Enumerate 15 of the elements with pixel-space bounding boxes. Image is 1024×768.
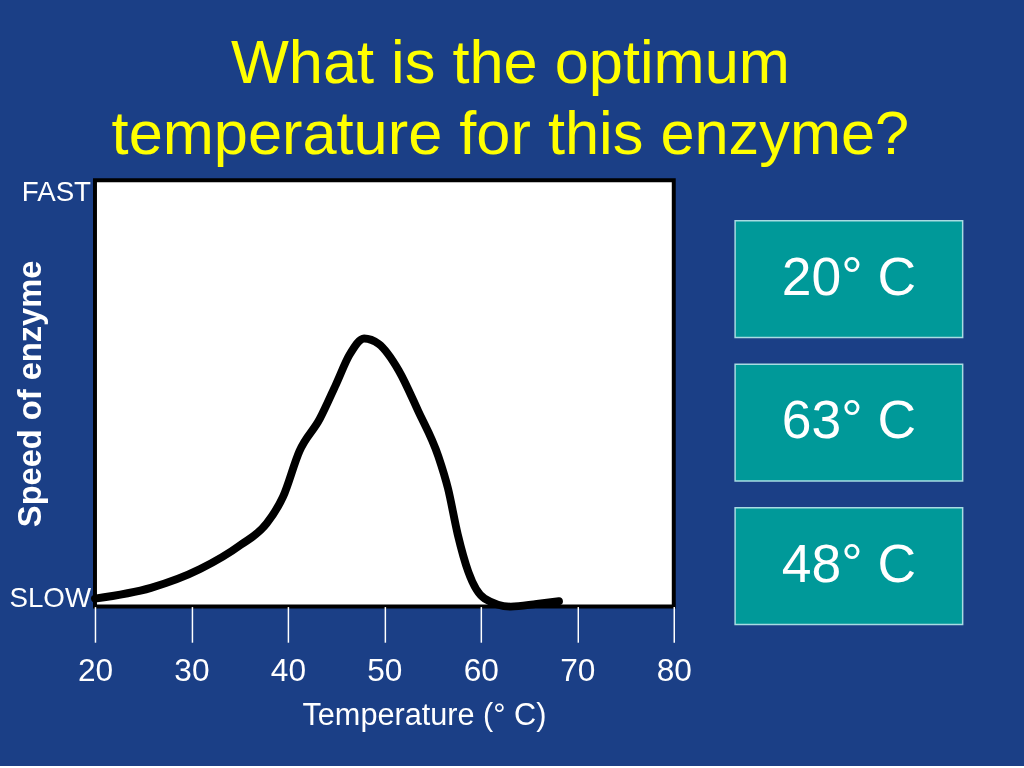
x-tick-label: 20 bbox=[77, 652, 114, 689]
text: 48° C bbox=[781, 533, 916, 593]
text: 20° C bbox=[781, 246, 916, 306]
text: FAST bbox=[21, 175, 92, 207]
x-tick-label: 50 bbox=[367, 652, 403, 689]
x-tick-label: 70 bbox=[560, 652, 596, 689]
chart-title: What is the optimum temperature for this enzyme? bbox=[111, 27, 910, 168]
x-tick-label: 60 bbox=[463, 652, 499, 689]
x-tick-label: 30 bbox=[174, 652, 210, 689]
y-axis-title: Speed of enzyme bbox=[11, 260, 49, 528]
text: 63° C bbox=[781, 390, 916, 450]
x-axis-title: Temperature (° C) bbox=[302, 696, 547, 732]
text: SLOW bbox=[9, 581, 92, 613]
x-tick-label: 40 bbox=[270, 652, 306, 689]
x-tick-label: 80 bbox=[656, 652, 692, 689]
